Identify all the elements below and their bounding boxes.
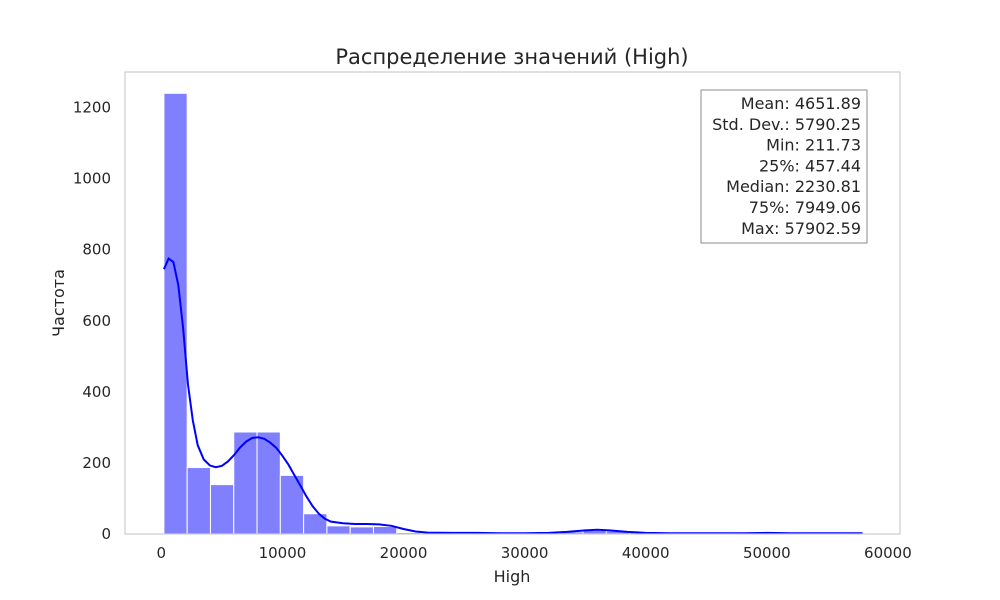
x-tick-label-5: 50000 [743,544,791,562]
y-tick-label-1: 200 [82,454,111,472]
y-tick-label-0: 0 [101,525,111,543]
x-tick-label-0: 0 [157,544,167,562]
histogram-bar-4 [233,431,258,535]
stats-line-5: Median: 2230.81 [726,177,861,196]
y-tick-label-5: 1000 [73,170,111,188]
stats-line-4: 25%: 457.44 [759,156,861,175]
stats-line-6: 75%: 7949.06 [749,198,861,217]
y-axis-label: Частота [49,269,68,337]
histogram-bar-9 [349,526,374,535]
y-tick-label-3: 600 [82,312,111,330]
x-tick-label-4: 40000 [622,544,670,562]
y-tick-label-2: 400 [82,383,111,401]
chart-title: Распределение значений (High) [335,45,688,69]
x-tick-label-6: 60000 [864,544,912,562]
x-tick-label-1: 10000 [259,544,307,562]
stats-line-1: Mean: 4651.89 [741,94,861,113]
stats-lines: Mean: 4651.89 Std. Dev.: 5790.25 Min: 211.… [712,94,861,238]
y-tick-label-6: 1200 [73,99,111,117]
y-axis-ticks: 0 200 400 600 800 1000 1200 [73,99,111,543]
histogram-bars [163,92,863,535]
stats-line-7: Max: 57902.59 [741,219,861,238]
stats-line-2: Std. Dev.: 5790.25 [712,115,861,134]
stats-box: Mean: 4651.89 Std. Dev.: 5790.25 Min: 211.… [700,89,868,244]
x-axis-ticks: 0 10000 20000 30000 40000 50000 60000 [157,544,912,562]
x-tick-label-3: 30000 [501,544,549,562]
histogram-bar-2 [186,467,211,535]
histogram-bar-1 [163,92,188,535]
histogram-bar-10 [372,526,398,535]
stats-box-frame [700,89,868,244]
plot-frame [124,71,901,535]
y-tick-label-4: 800 [82,241,111,259]
kde-curve [162,257,863,535]
stats-line-3: Min: 211.73 [766,136,861,155]
histogram-bar-8 [326,525,351,535]
x-tick-label-2: 20000 [380,544,428,562]
x-axis-label: High [494,567,531,586]
histogram-bar-3 [209,484,235,535]
